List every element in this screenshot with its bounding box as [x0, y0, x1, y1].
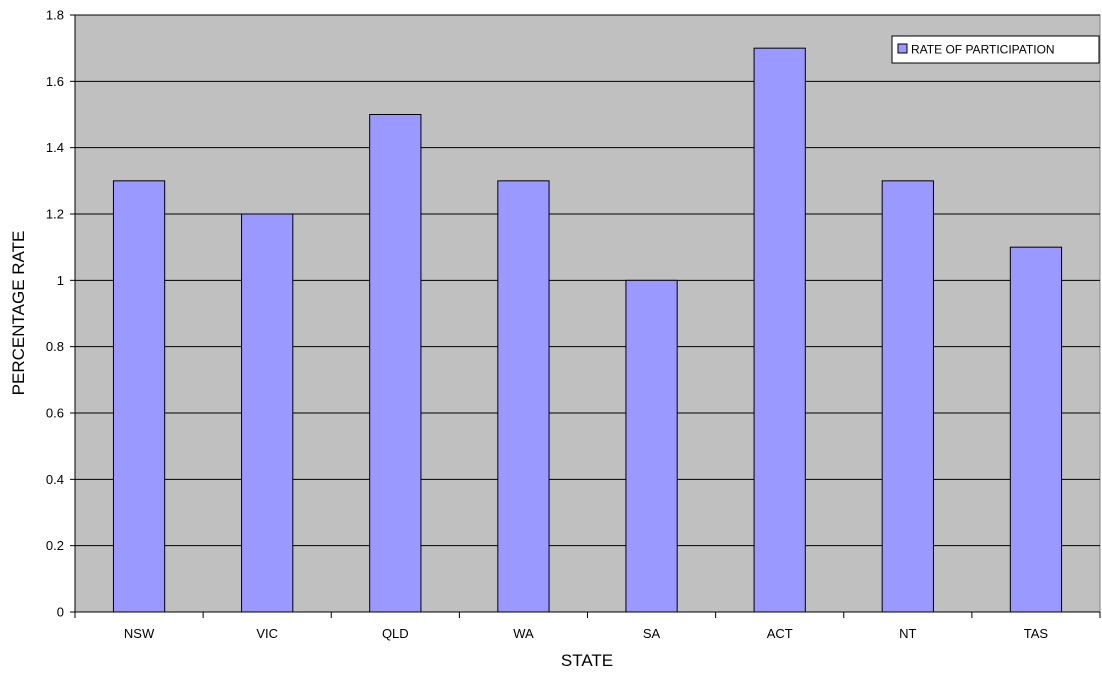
y-tick-label: 1.6: [46, 74, 64, 89]
bar-qld: [369, 114, 422, 613]
y-tick-label: 1: [57, 273, 64, 288]
y-axis-title: PERCENTAGE RATE: [9, 231, 28, 396]
x-axis-title: STATE: [561, 651, 613, 670]
x-tick-label: QLD: [382, 626, 409, 641]
bar-vic: [241, 213, 294, 613]
legend-swatch: [897, 43, 908, 54]
y-tick-label: 0.4: [46, 472, 64, 487]
bar-wa: [497, 180, 550, 613]
bar-nt: [881, 180, 934, 613]
y-tick-label: 1.4: [46, 140, 64, 155]
legend: RATE OF PARTICIPATION: [891, 35, 1100, 64]
y-tick-label: 1.2: [46, 207, 64, 222]
y-tick-label: 1.8: [46, 8, 64, 23]
bar-nsw: [112, 180, 166, 613]
legend-label: RATE OF PARTICIPATION: [911, 43, 1055, 57]
y-tick-label: 0: [57, 605, 64, 620]
bar-act: [753, 47, 806, 613]
x-tick-label: NSW: [124, 626, 155, 641]
y-tick-label: 0.8: [46, 339, 64, 354]
y-tick-label: 0.6: [46, 406, 64, 421]
y-tick-label: 0.2: [46, 538, 64, 553]
x-tick-label: WA: [513, 626, 534, 641]
legend-box: [891, 35, 1100, 64]
plot-area: [74, 14, 1101, 613]
x-tick-label: SA: [643, 626, 661, 641]
x-tick-label: VIC: [256, 626, 278, 641]
x-tick-label: ACT: [767, 626, 793, 641]
bar-sa: [625, 279, 678, 613]
bar-tas: [1009, 246, 1063, 613]
bars: [112, 47, 1063, 613]
x-tick-label: TAS: [1024, 626, 1049, 641]
x-ticks: NSW VIC QLD WA SA ACT NT TAS: [74, 612, 1101, 641]
x-tick-label: NT: [899, 626, 916, 641]
y-ticks: 0 0.2 0.4 0.6 0.8 1 1.2 1.4 1.6 1.8: [46, 8, 75, 620]
